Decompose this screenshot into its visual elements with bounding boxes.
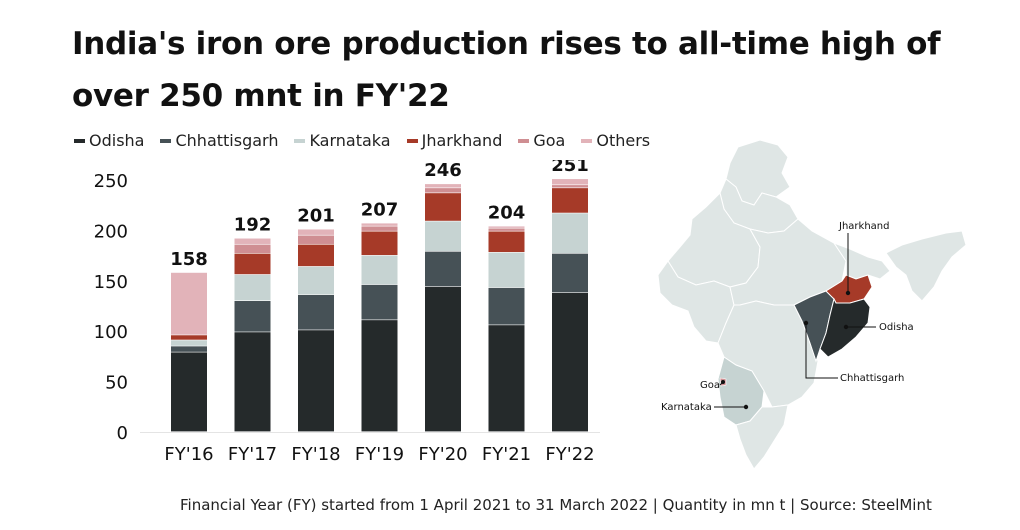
bar-segment-others-3 [361, 223, 398, 226]
legend-label-karnataka: Karnataka [309, 131, 391, 150]
bar-segment-jharkhand-0 [171, 335, 207, 340]
bar-segment-goa-4 [425, 188, 461, 193]
map-annotations: Jharkhand Odisha Chhattisgarh Goa Karnat… [661, 221, 914, 413]
bar-segment-odisha-3 [361, 320, 398, 432]
bar-total-label: 246 [424, 160, 462, 181]
legend-item-jharkhand: Jharkhand [406, 131, 503, 150]
bar-total-label: 201 [297, 205, 335, 226]
leader-chhattisgarh [805, 323, 838, 379]
bar-segment-odisha-0 [171, 352, 207, 432]
bar-segment-karnataka-2 [298, 266, 334, 295]
legend-item-goa: Goa [518, 131, 565, 150]
legend-swatch-goa [518, 138, 530, 143]
stacked-bar-chart: 0 50 100 150 200 250 158 FY'16 192 FY'17 201 FY'18 2… [94, 160, 600, 465]
bar-segment-karnataka-6 [552, 213, 588, 254]
bar-segment-karnataka-4 [425, 221, 461, 252]
y-tick-label: 250 [94, 171, 128, 192]
legend-swatch-chhattisgarh [160, 138, 172, 143]
bar-segment-chhattisgarh-6 [552, 253, 588, 293]
bar-segment-karnataka-3 [361, 255, 398, 285]
bar-total-label: 192 [234, 215, 272, 236]
y-tick-label: 50 [105, 373, 128, 394]
bar-segment-chhattisgarh-2 [298, 294, 334, 330]
legend-swatch-karnataka [294, 138, 306, 143]
map-base [657, 139, 967, 470]
legend-item-karnataka: Karnataka [294, 131, 391, 150]
bar-segment-chhattisgarh-0 [171, 346, 207, 352]
bar-segment-odisha-2 [298, 330, 334, 432]
x-category-label: FY'16 [164, 444, 213, 465]
chart-title: India's iron ore production rises to all… [72, 26, 941, 114]
map-region-northeast [885, 230, 967, 302]
legend-label-others: Others [596, 131, 651, 150]
bar-segment-jharkhand-2 [298, 244, 334, 267]
bar-segment-jharkhand-4 [425, 193, 461, 221]
label-chhattisgarh: Chhattisgarh [840, 373, 904, 384]
x-category-label: FY'20 [418, 444, 467, 465]
bar-segment-odisha-5 [488, 325, 525, 432]
legend-swatch-jharkhand [406, 138, 418, 143]
bar-segment-goa-5 [488, 228, 525, 231]
bar-segment-goa-2 [298, 235, 334, 244]
bar-segment-others-6 [552, 179, 588, 185]
bar-total-label: 158 [170, 249, 208, 270]
legend-item-chhattisgarh: Chhattisgarh [160, 131, 278, 150]
leader-goa [719, 381, 724, 386]
bar-segment-jharkhand-5 [488, 231, 525, 253]
label-goa: Goa [700, 380, 720, 391]
legend-item-others: Others [581, 131, 650, 150]
bar-segment-karnataka-1 [234, 274, 271, 301]
bar-segment-jharkhand-6 [552, 188, 588, 213]
bar-segment-odisha-4 [425, 286, 461, 432]
map-region-south [735, 404, 789, 470]
legend-item-odisha: Odisha [74, 131, 144, 150]
label-karnataka: Karnataka [661, 402, 712, 413]
bar-segment-chhattisgarh-3 [361, 284, 398, 320]
legend-label-goa: Goa [533, 131, 566, 150]
bar-segment-chhattisgarh-4 [425, 251, 461, 287]
legend-label-odisha: Odisha [89, 131, 145, 150]
bar-segment-others-4 [425, 184, 461, 188]
bar-segment-jharkhand-3 [361, 231, 398, 256]
bar-segment-goa-3 [361, 226, 398, 231]
footnote: Financial Year (FY) started from 1 April… [180, 496, 932, 514]
bar-segment-odisha-6 [552, 292, 588, 432]
x-category-label: FY'22 [545, 444, 594, 465]
bar-total-label: 207 [361, 199, 399, 220]
label-jharkhand: Jharkhand [838, 221, 889, 232]
legend-swatch-others [581, 138, 593, 143]
x-category-label: FY'19 [355, 444, 404, 465]
y-tick-label: 0 [117, 423, 128, 444]
india-map: Jharkhand Odisha Chhattisgarh Goa Karnat… [657, 139, 967, 470]
bar-total-label: 251 [551, 160, 589, 176]
bar-segment-others-2 [298, 229, 334, 235]
bar-total-label: 204 [488, 202, 526, 223]
bar-segment-chhattisgarh-5 [488, 287, 525, 325]
x-category-label: FY'17 [228, 444, 277, 465]
bar-segment-jharkhand-1 [234, 253, 271, 275]
legend-swatch-odisha [74, 138, 85, 143]
bar-segment-goa-6 [552, 185, 588, 188]
bar-segment-others-0 [171, 272, 207, 335]
y-tick-label: 200 [94, 221, 128, 242]
y-tick-label: 100 [94, 322, 128, 343]
legend-label-chhattisgarh: Chhattisgarh [175, 131, 279, 150]
label-odisha: Odisha [879, 322, 914, 333]
bar-segment-chhattisgarh-1 [234, 301, 271, 332]
bar-segment-karnataka-0 [171, 340, 207, 346]
bar-segment-others-1 [234, 238, 271, 244]
bar-segment-odisha-1 [234, 332, 271, 432]
bar-segment-others-5 [488, 226, 525, 228]
bar-segment-karnataka-5 [488, 252, 525, 288]
x-category-label: FY'18 [291, 444, 340, 465]
x-category-label: FY'21 [482, 444, 531, 465]
legend-label-jharkhand: Jharkhand [421, 131, 503, 150]
y-tick-label: 150 [94, 272, 128, 293]
legend: Odisha Chhattisgarh Karnataka Jharkhand Goa O… [74, 131, 650, 150]
bar-segment-goa-1 [234, 244, 271, 254]
